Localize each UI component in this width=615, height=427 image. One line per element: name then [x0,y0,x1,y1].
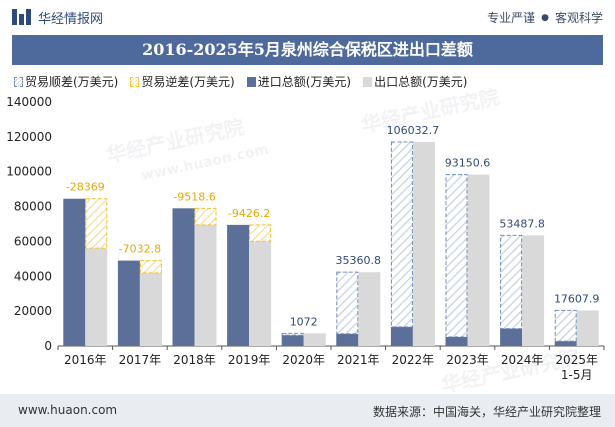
category-group: 53487.8 [499,217,545,346]
surplus-box [554,309,577,342]
import-bar [554,341,577,346]
y-tick-label: 0 [44,339,52,353]
legend-item-surplus: 贸易顺差(万美元) [14,73,118,90]
category-group: 35360.8 [336,254,382,346]
import-bar [500,328,523,346]
top-bar: 华经情报网 专业严谨 ● 客观科学 [0,0,615,34]
slogan-right: 客观科学 [554,11,603,25]
slogan-left: 专业严谨 [487,11,536,25]
surplus-box [500,234,523,330]
y-tick-label: 20000 [14,304,52,318]
legend-label-deficit: 贸易逆差(万美元) [141,75,235,89]
surplus-box [445,174,468,338]
y-tick-label: 60000 [14,234,52,248]
legend-swatch-deficit [130,76,140,87]
import-bar [445,336,468,346]
legend-item-deficit: 贸易逆差(万美元) [130,73,235,90]
y-tick-label: 100000 [6,165,52,179]
legend-label-import: 进口总额(万美元) [257,75,352,89]
export-bar [522,235,545,346]
x-tick-label: 2019年 [228,353,271,367]
x-tick-label: 2021年 [337,353,380,367]
import-bar [117,260,140,346]
legend-swatch-import [246,76,256,87]
surplus-value-label: 106032.7 [387,124,440,137]
footer-source: 数据来源：中国海关，华经产业研究院整理 [372,405,601,419]
export-bar [249,241,272,346]
legend-item-export: 出口总额(万美元) [363,73,468,90]
footer: www.huaon.com 数据来源：中国海关，华经产业研究院整理 [0,394,615,427]
x-tick-label: 2016年 [64,353,107,367]
import-bar [63,198,86,346]
surplus-box [390,141,413,328]
surplus-value-label: 1072 [290,315,318,328]
footer-url[interactable]: www.huaon.com [18,403,118,417]
x-tick-label: 2023年 [446,353,489,367]
category-group: -7032.8 [117,243,162,346]
brand-name: 华经情报网 [38,12,104,27]
slogan: 专业严谨 ● 客观科学 [487,9,603,26]
legend-swatch-export [363,76,373,87]
category-group: -9426.2 [227,207,272,346]
import-bar [336,333,359,346]
deficit-box [249,224,272,242]
surplus-value-label: 17607.9 [554,292,600,305]
bullet-icon: ● [541,12,549,23]
legend-swatch-surplus [14,76,23,87]
category-group: 1072 [281,315,326,346]
x-tick-label: 2018年 [173,353,216,367]
deficit-value-label: -9426.2 [228,207,270,220]
export-bar [467,174,490,346]
export-bar [85,248,108,346]
deficit-box [85,198,108,249]
surplus-value-label: 53487.8 [499,217,545,230]
chart-area: 020000400006000080000100000120000140000 … [6,95,605,382]
surplus-value-label: 93150.6 [445,157,491,170]
x-axis: 2016年 2017年 2018年 2019年 2020年 2021年 2022年 2023年… [57,346,605,382]
surplus-box [336,271,359,335]
export-bar [139,272,162,346]
legend-label-export: 出口总额(万美元) [374,75,468,89]
export-bar [576,310,599,346]
bars: -28369 -7032.8 -9518.6 -9426.2 1072 35360.8 10… [63,124,599,346]
import-bar [227,224,250,346]
deficit-value-label: -9518.6 [173,190,215,203]
y-tick-label: 80000 [14,200,52,214]
surplus-value-label: 35360.8 [336,254,382,267]
legend-label-surplus: 贸易顺差(万美元) [25,75,119,89]
y-tick-label: 140000 [6,95,52,109]
chart-title: 2016-2025年5月泉州综合保税区进出口差额 [12,35,603,65]
deficit-value-label: -28369 [66,181,105,194]
x-tick-label: 2020年 [282,353,325,367]
export-bar [358,272,381,346]
x-tick-label: 2024年 [501,353,544,367]
category-group: -9518.6 [172,190,217,346]
import-bar [172,208,195,346]
deficit-value-label: -7032.8 [119,243,161,256]
import-bar [281,335,304,346]
deficit-box [139,260,162,274]
category-group: -28369 [63,181,108,346]
legend-item-import: 进口总额(万美元) [246,73,352,90]
export-bar [303,333,326,346]
surplus-box [281,332,304,336]
legend: 贸易顺差(万美元) 贸易逆差(万美元) 进口总额(万美元) 出口总额(万美元) [14,73,468,90]
x-tick-label: 2017年 [119,353,162,367]
y-tick-label: 120000 [6,130,52,144]
import-bar [390,326,413,346]
x-tick-label: 2025年 1-5月 [555,353,598,382]
y-tick-label: 40000 [14,269,52,283]
category-group: 106032.7 [387,124,440,346]
x-tick-label: 2022年 [392,353,435,367]
export-bar [194,224,217,346]
category-group: 17607.9 [554,292,600,346]
category-group: 93150.6 [445,157,491,346]
deficit-box [194,207,217,226]
logo-icon [12,9,31,25]
export-bar [412,142,435,346]
